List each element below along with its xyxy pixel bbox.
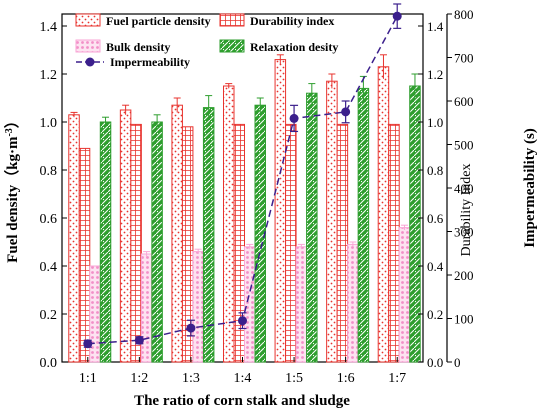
- bar-bd-2: [140, 253, 153, 363]
- legend-swatch-bd: [75, 39, 101, 53]
- y-right-outer-tick-label-4: 400: [454, 181, 474, 196]
- bar-di-7: [388, 123, 400, 363]
- legend-label-imp: Impermeability: [110, 55, 190, 69]
- bar-rd-2: [151, 121, 163, 363]
- bar-di-3: [181, 126, 194, 363]
- bar-di-4: [233, 123, 245, 363]
- y-right-outer-tick-label-8: 800: [454, 7, 474, 22]
- bar-fpd-2: [119, 109, 132, 363]
- bar-fpd-5: [274, 59, 287, 363]
- bar-fpd-3: [171, 104, 183, 363]
- bar-bd-5: [295, 246, 308, 363]
- legend-swatch-fpd: [75, 13, 101, 27]
- x-axis-title: The ratio of corn stalk and sludge: [134, 393, 350, 409]
- legend-label-di: Durability index: [250, 14, 334, 28]
- bar-rd-3: [202, 107, 215, 363]
- legend-swatch-rd: [219, 39, 245, 53]
- impermeability-point-6: [341, 107, 351, 117]
- impermeability-point-4: [238, 316, 247, 326]
- bar-di-6: [336, 123, 349, 363]
- x-tick-label-7: 1:7: [388, 371, 406, 386]
- bar-rd-4: [254, 104, 266, 363]
- y-left-tick-label-5: 1.0: [40, 116, 58, 131]
- y-axis-left-title-close: ）: [3, 113, 21, 128]
- x-tick-label-2: 1:2: [130, 371, 148, 386]
- impermeability-point-1: [83, 339, 93, 349]
- y-right-inner-tick-label-3: 0.6: [427, 211, 444, 226]
- axes-group: 0.0 0.2 0.4 0.6 0.8 1.0 1.2 1.4 0.0 0.2 0.4 0.6 0.8 1…: [40, 7, 474, 386]
- legend-label-bd: Bulk density: [106, 40, 170, 54]
- impermeability-line-group: [83, 3, 402, 349]
- bar-bd-3: [192, 251, 204, 363]
- bar-rd-6: [357, 87, 370, 363]
- bar-fpd-6: [326, 80, 338, 363]
- y-left-tick-label-2: 0.4: [40, 260, 58, 275]
- legend-marker-imp: [85, 57, 95, 67]
- bar-bd-6: [347, 243, 359, 363]
- y-left-tick-label-6: 1.2: [40, 68, 58, 83]
- bar-bd-4: [244, 246, 256, 363]
- y-right-outer-tick-label-1: 100: [454, 312, 474, 327]
- y-right-inner-tick-label-6: 1.2: [427, 67, 443, 82]
- y-right-outer-tick-label-0: 0: [454, 355, 461, 370]
- y-axis-right-inner-title: Durability Index: [459, 164, 474, 257]
- y-right-outer-tick-label-7: 700: [454, 51, 474, 66]
- y-axis-right-outer-title: Impermeability (s): [522, 128, 538, 248]
- y-right-inner-tick-label-2: 0.4: [427, 259, 444, 274]
- y-right-outer-tick-label-6: 600: [454, 94, 474, 109]
- impermeability-point-2: [134, 335, 144, 345]
- y-left-tick-label-7: 1.4: [40, 20, 58, 35]
- bar-bd-7: [398, 227, 411, 363]
- legend: Fuel particle density Durability index Bul…: [75, 13, 338, 69]
- y-right-outer-tick-label-2: 200: [454, 268, 474, 283]
- bar-rd-7: [409, 85, 421, 363]
- legend-label-fpd: Fuel particle density: [106, 14, 211, 28]
- bar-di-5: [285, 123, 297, 363]
- y-left-tick-label-4: 0.8: [40, 164, 58, 179]
- bar-di-2: [130, 123, 142, 363]
- x-tick-label-1: 1:1: [79, 371, 97, 386]
- x-tick-label-3: 1:3: [182, 371, 200, 386]
- y-right-inner-tick-label-5: 1.0: [427, 115, 443, 130]
- legend-label-rd: Relaxation desity: [250, 40, 338, 54]
- y-axis-left-title-exp: -3: [4, 128, 15, 136]
- y-right-inner-tick-label-7: 1.4: [427, 19, 444, 34]
- y-left-tick-label-3: 0.6: [40, 212, 58, 227]
- y-right-inner-tick-label-1: 0.2: [427, 307, 443, 322]
- impermeability-point-5: [289, 113, 299, 123]
- y-axis-left-title-main: Fuel density（kg·m: [3, 136, 21, 263]
- x-tick-label-4: 1:4: [234, 371, 252, 386]
- y-axis-left-title: Fuel density（kg·m-3）: [3, 113, 21, 263]
- bar-rd-5: [306, 92, 318, 363]
- bar-di-1: [78, 147, 91, 363]
- y-left-tick-label-0: 0.0: [40, 356, 58, 371]
- x-tick-label-5: 1:5: [285, 371, 303, 386]
- y-left-tick-label-1: 0.2: [40, 308, 58, 323]
- impermeability-point-3: [186, 323, 196, 333]
- legend-swatch-di: [219, 13, 245, 27]
- y-right-inner-tick-label-4: 0.8: [427, 163, 443, 178]
- y-right-inner-tick-label-0: 0.0: [427, 355, 443, 370]
- impermeability-point-7: [392, 11, 402, 21]
- y-right-outer-tick-label-3: 300: [454, 225, 474, 240]
- bar-rd-1: [99, 121, 112, 363]
- bar-fpd-4: [223, 85, 235, 363]
- bar-fpd-7: [377, 66, 390, 363]
- bars-group: [68, 54, 421, 363]
- y-right-outer-tick-label-5: 500: [454, 138, 474, 153]
- bar-fpd-1: [68, 114, 80, 363]
- x-tick-label-6: 1:6: [337, 371, 355, 386]
